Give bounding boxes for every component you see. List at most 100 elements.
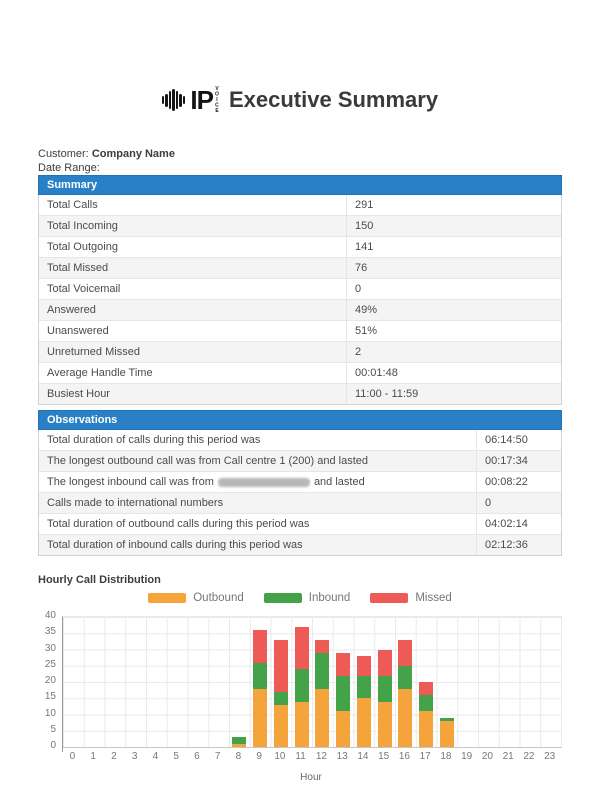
table-row: Total Calls 291 [39, 195, 561, 216]
y-tick-label: 20 [44, 675, 56, 686]
row-value: 2 [346, 342, 561, 362]
x-tick-label: 23 [544, 751, 556, 762]
table-row: Total Missed 76 [39, 258, 561, 279]
bar-missed-hour-14 [356, 656, 371, 676]
table-row: Total duration of inbound calls during t… [39, 535, 561, 555]
bar-inbound-hour-18 [439, 717, 454, 721]
x-tick-label: 7 [214, 751, 221, 762]
bar-missed-hour-12 [315, 639, 330, 653]
x-tick-label: 9 [256, 751, 262, 762]
row-label: Busiest Hour [47, 388, 110, 400]
y-tick-label: 15 [44, 691, 56, 703]
x-tick-label: 22 [523, 751, 535, 762]
bar-inbound-hour-17 [419, 695, 434, 712]
bar-inbound-hour-8 [232, 737, 247, 744]
row-value: 49% [346, 300, 561, 320]
x-tick-label: 16 [398, 751, 410, 762]
legend-item-outbound: Outbound [148, 592, 244, 604]
bar-outbound-hour-8 [232, 743, 247, 747]
bar-inbound-hour-14 [356, 675, 371, 699]
customer-value: Company Name [91, 148, 175, 160]
bar-inbound-hour-13 [336, 675, 351, 712]
row-value: 0 [346, 279, 561, 299]
legend-item-missed: Missed [370, 592, 452, 604]
table-row: The longest outbound call was from Call … [39, 451, 561, 472]
bar-missed-hour-13 [336, 652, 351, 676]
observations-table: Observations Total duration of calls dur… [38, 410, 562, 556]
table-row: Calls made to international numbers 0 [39, 493, 561, 514]
x-tick-label: 0 [69, 751, 76, 762]
table-row: Busiest Hour 11:00 - 11:59 [39, 384, 561, 404]
y-tick-label: 0 [50, 740, 56, 751]
bar-outbound-hour-9 [253, 688, 268, 747]
x-tick-label: 12 [315, 751, 327, 762]
logo-voice-text: VOICE [213, 86, 220, 114]
row-label: Total Calls [47, 199, 98, 211]
bar-outbound-hour-15 [377, 701, 392, 747]
table-row: Total duration of calls during this peri… [39, 430, 561, 451]
bar-missed-hour-17 [419, 682, 434, 695]
table-row: Answered 49% [39, 300, 561, 321]
y-tick-label: 30 [44, 642, 56, 654]
report-meta: Customer: Company Name Date Range: [38, 147, 175, 175]
row-label: Total Outgoing [47, 241, 118, 253]
row-value: 02:12:36 [476, 535, 561, 555]
row-value: 76 [346, 258, 561, 278]
page-title: Executive Summary [228, 87, 439, 112]
row-value: 11:00 - 11:59 [346, 384, 561, 404]
chart-x-axis: 0 1 2 3 4 5 6 7 8 9 10 11 12 13 14 15 16 17 18 19 20 21 22 23 [62, 751, 560, 762]
x-tick-label: 5 [173, 751, 179, 762]
chart-axis-tick [62, 747, 63, 752]
y-tick-label: 35 [44, 626, 56, 638]
y-tick-label: 5 [50, 723, 56, 735]
legend-swatch-icon [263, 593, 302, 603]
chart-title: Hourly Call Distribution [38, 574, 161, 586]
x-tick-label: 3 [131, 751, 138, 762]
report-header: IP VOICE Executive Summary [0, 84, 600, 116]
row-label: Total duration of outbound calls during … [47, 518, 310, 530]
bar-missed-hour-16 [398, 639, 413, 666]
customer-label: Customer: [38, 148, 89, 160]
row-label: The longest outbound call was from Call … [47, 455, 369, 467]
bar-outbound-hour-11 [294, 701, 309, 747]
bar-outbound-hour-14 [356, 698, 371, 747]
row-value: 51% [346, 321, 561, 341]
y-tick-label: 40 [44, 610, 56, 621]
x-tick-label: 21 [502, 751, 514, 762]
row-label: Average Handle Time [47, 367, 153, 379]
logo-ip-text: IP [190, 85, 214, 115]
y-tick-label: 25 [44, 658, 56, 670]
bar-outbound-hour-13 [336, 711, 351, 747]
table-row: Total Incoming 150 [39, 216, 561, 237]
row-label: Calls made to international numbers [47, 497, 224, 509]
legend-label: Inbound [308, 592, 351, 604]
bar-outbound-hour-18 [439, 721, 454, 747]
bar-outbound-hour-17 [419, 711, 434, 747]
row-value: 141 [346, 237, 561, 257]
summary-table-header: Summary [38, 175, 562, 195]
x-tick-label: 15 [378, 751, 390, 762]
row-value: 00:08:22 [476, 472, 561, 492]
table-row: Unanswered 51% [39, 321, 561, 342]
legend-swatch-icon [370, 593, 409, 603]
summary-table-body: Total Calls 291 Total Incoming 150 Total Out… [38, 195, 562, 405]
bar-outbound-hour-10 [273, 704, 288, 747]
bar-missed-hour-10 [273, 639, 288, 692]
customer-line: Customer: Company Name [38, 147, 175, 161]
chart-x-axis-title: Hour [300, 772, 322, 783]
row-value: 06:14:50 [476, 430, 561, 450]
row-label: Total Missed [47, 262, 109, 274]
x-tick-label: 11 [295, 751, 306, 762]
row-label: Total Voicemail [47, 283, 121, 295]
bar-inbound-hour-9 [253, 662, 268, 689]
bar-inbound-hour-12 [315, 652, 330, 689]
row-label: Total duration of calls during this peri… [47, 434, 261, 446]
table-row: Unreturned Missed 2 [39, 342, 561, 363]
observations-table-body: Total duration of calls during this peri… [38, 430, 562, 556]
row-label: Unreturned Missed [47, 346, 140, 358]
bar-outbound-hour-16 [398, 688, 413, 747]
legend-swatch-icon [148, 593, 187, 603]
bar-outbound-hour-12 [315, 688, 330, 747]
row-value: 291 [346, 195, 561, 215]
